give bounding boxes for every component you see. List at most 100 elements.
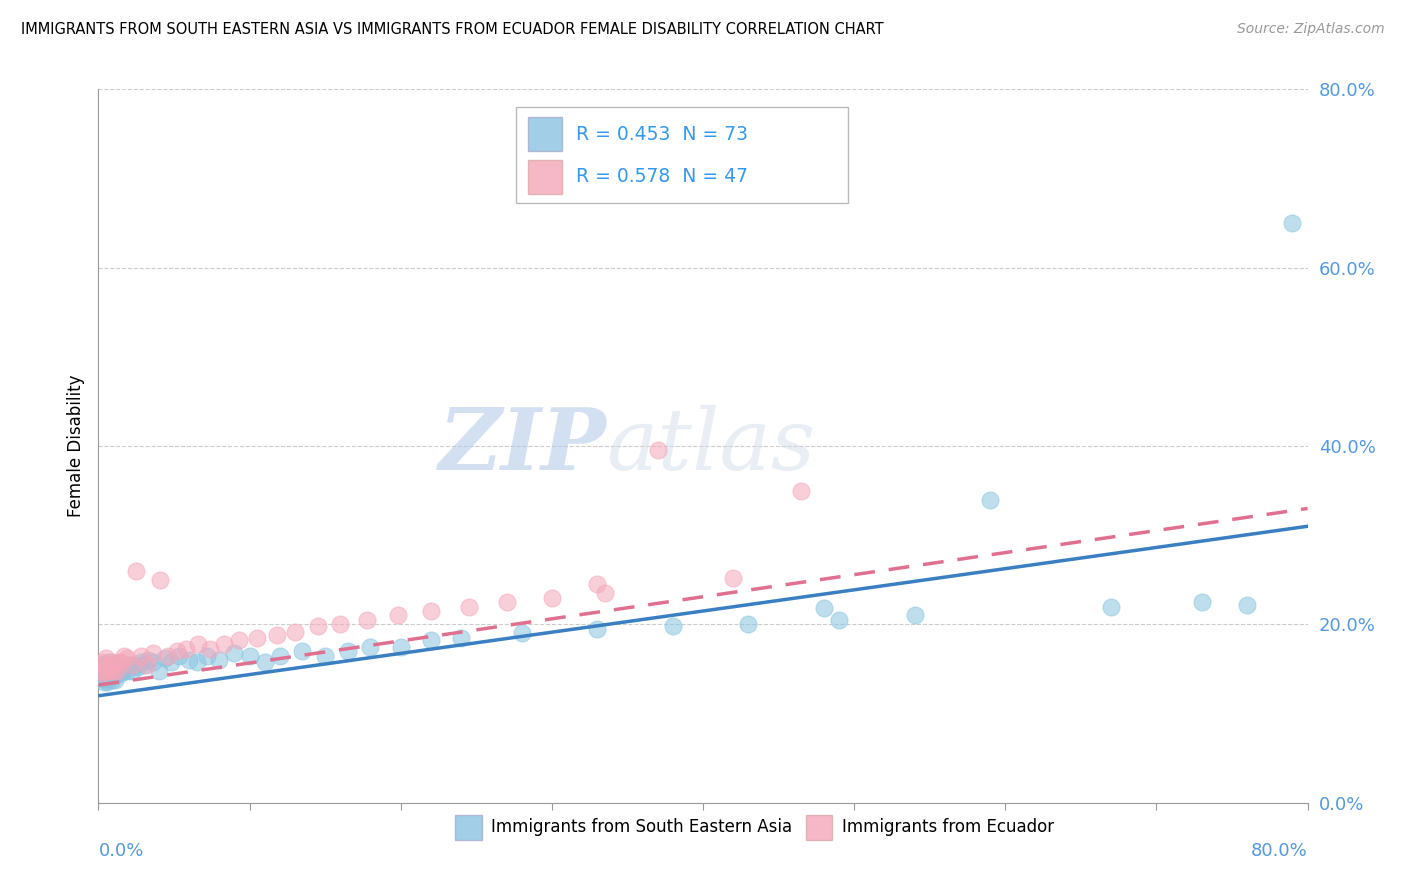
Point (105, 666, 128, 681)
Text: IMMIGRANTS FROM SOUTH EASTERN ASIA VS IMMIGRANTS FROM ECUADOR FEMALE DISABILITY : IMMIGRANTS FROM SOUTH EASTERN ASIA VS IM… (21, 22, 884, 37)
Point (1236, 598, 1258, 612)
Point (105, 664, 128, 678)
Point (107, 655, 129, 669)
Point (1281, 216, 1303, 230)
Point (89, 671, 111, 685)
Point (813, 601, 835, 615)
Point (104, 657, 127, 672)
Point (269, 648, 291, 663)
Point (224, 646, 246, 660)
Point (291, 644, 314, 658)
Point (266, 628, 288, 642)
Point (208, 653, 231, 667)
Point (112, 648, 135, 663)
Point (94, 651, 117, 665)
Point (136, 653, 159, 667)
Point (510, 626, 533, 640)
Point (540, 591, 562, 605)
Point (253, 655, 276, 669)
Point (101, 664, 124, 678)
Text: atlas: atlas (606, 405, 815, 487)
Point (586, 622, 609, 636)
Point (647, 443, 669, 458)
Text: ZIP: ZIP (439, 404, 606, 488)
Point (96, 664, 118, 678)
Point (195, 648, 218, 663)
Point (110, 666, 132, 681)
Point (129, 648, 152, 663)
Point (94, 673, 117, 687)
Point (121, 657, 143, 672)
Point (98, 671, 121, 685)
Point (420, 633, 443, 648)
Point (212, 637, 235, 651)
Point (186, 655, 208, 669)
Point (111, 660, 134, 674)
Point (90, 666, 112, 681)
Point (495, 595, 517, 609)
Point (187, 637, 209, 651)
Point (115, 651, 138, 665)
Point (98, 657, 121, 672)
Point (98, 664, 121, 678)
Point (828, 613, 851, 627)
Point (93, 664, 115, 678)
Point (387, 608, 409, 623)
Text: Immigrants from South Eastern Asia: Immigrants from South Eastern Asia (492, 819, 793, 837)
Point (94, 657, 117, 672)
FancyBboxPatch shape (516, 107, 848, 203)
Point (360, 640, 382, 654)
Point (114, 657, 136, 672)
Point (160, 655, 183, 669)
Point (661, 619, 683, 633)
Point (93, 657, 115, 672)
Point (457, 599, 479, 614)
Point (91, 655, 114, 669)
Point (284, 624, 307, 639)
Point (1312, 519, 1334, 533)
Point (142, 646, 165, 660)
Point (91, 666, 114, 681)
Point (389, 640, 412, 654)
Point (110, 655, 132, 669)
Y-axis label: Female Disability: Female Disability (66, 375, 84, 517)
Point (100, 660, 122, 674)
Point (979, 492, 1001, 507)
Point (96, 664, 118, 678)
Point (329, 617, 352, 632)
Point (420, 604, 443, 618)
Point (91, 664, 114, 678)
Point (153, 651, 176, 665)
Point (228, 633, 250, 648)
Point (156, 648, 179, 663)
Point (167, 648, 190, 663)
Text: Immigrants from Ecuador: Immigrants from Ecuador (842, 819, 1054, 837)
Text: R = 0.453  N = 73: R = 0.453 N = 73 (576, 125, 748, 144)
Point (1099, 599, 1122, 614)
Point (132, 657, 155, 672)
Point (98, 655, 121, 669)
Point (135, 657, 157, 672)
FancyBboxPatch shape (527, 117, 561, 152)
Point (115, 664, 138, 678)
Point (586, 577, 609, 591)
Point (107, 664, 129, 678)
Point (148, 664, 170, 678)
Point (124, 657, 146, 672)
Point (101, 655, 124, 669)
FancyBboxPatch shape (527, 160, 561, 194)
Point (166, 644, 188, 658)
Point (149, 573, 172, 587)
Point (108, 662, 131, 676)
Point (90, 657, 112, 672)
Point (450, 631, 472, 645)
Point (723, 571, 745, 585)
Point (100, 664, 122, 678)
Point (90, 657, 112, 672)
Point (112, 664, 135, 678)
Point (336, 644, 359, 658)
Point (129, 655, 152, 669)
Point (91, 657, 114, 672)
Point (1191, 595, 1213, 609)
Point (94, 660, 117, 674)
